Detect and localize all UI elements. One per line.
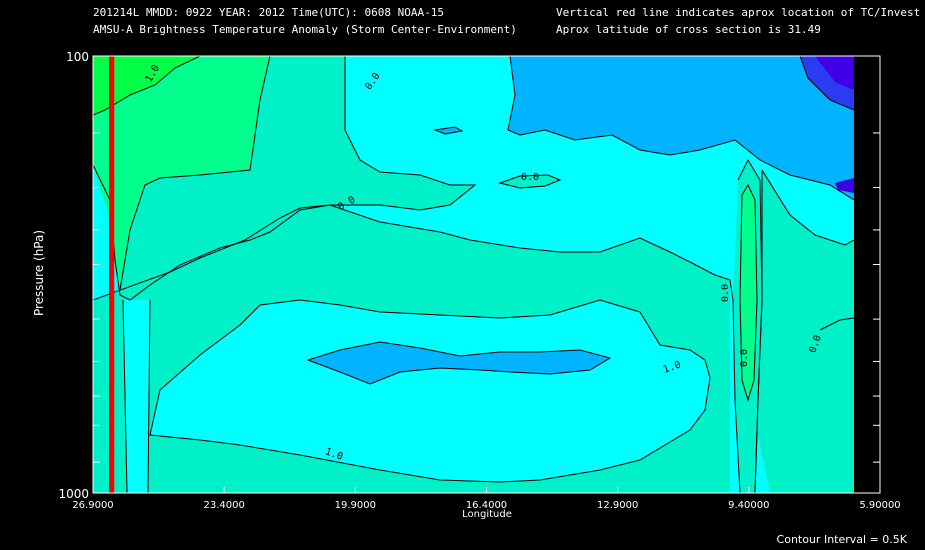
contour-label: 0.0 xyxy=(739,349,750,367)
header-line1-left: 201214L MMDD: 0922 YEAR: 2012 Time(UTC):… xyxy=(93,6,444,19)
contour-line xyxy=(119,56,271,291)
x-tick-label: 19.9000 xyxy=(335,500,376,511)
x-tick-label: 16.4000 xyxy=(466,500,507,511)
anomaly-field-neg0-5-upper xyxy=(508,56,854,200)
anomaly-field-1-0-upper-left xyxy=(93,56,270,290)
contour-line xyxy=(147,299,151,493)
anomaly-field-0-0-center xyxy=(150,300,710,482)
anomaly-field-1-5-upper-left xyxy=(93,56,200,115)
contour-line xyxy=(761,169,854,246)
x-tick-label: 23.4000 xyxy=(203,500,244,511)
contour-line xyxy=(507,56,854,201)
anomaly-field-1-0-column xyxy=(740,185,757,400)
contour-line xyxy=(93,56,477,301)
contour-label: 0.0 xyxy=(521,172,539,183)
contour-label: 0.0 xyxy=(720,284,731,302)
x-tick-label: 26.9000 xyxy=(72,500,113,511)
x-tick-label: 12.9000 xyxy=(597,500,638,511)
missing-data-strip xyxy=(854,56,880,493)
contour-line xyxy=(799,56,854,111)
contour-line xyxy=(93,204,741,493)
contour-line xyxy=(433,126,464,135)
contour-line xyxy=(306,341,612,385)
header-line2-left: AMSU-A Brightness Temperature Anomaly (S… xyxy=(93,23,517,36)
contour-interval-label: Contour Interval = 0.5K xyxy=(776,533,907,546)
anomaly-field-0-0-left-strip xyxy=(123,300,150,493)
x-tick-label: 9.40000 xyxy=(728,500,769,511)
contour-line xyxy=(498,174,562,189)
y-tick-label: 1000 xyxy=(58,487,89,501)
header-line1-right: Vertical red line indicates aprox locati… xyxy=(556,6,921,19)
contour-line xyxy=(122,299,128,493)
x-axis-title: Longitude xyxy=(462,509,512,520)
anomaly-field-0-5-right xyxy=(755,170,854,493)
y-tick-label: 100 xyxy=(66,50,89,64)
anomaly-field-neg1-5-corner xyxy=(815,56,854,90)
x-tick-label: 5.90000 xyxy=(859,500,900,511)
contour-line xyxy=(93,56,201,116)
contour-line xyxy=(819,317,854,331)
anomaly-field-neg1-5-right xyxy=(835,178,854,193)
header-line2-right: Aprox latitude of cross section is 31.49 xyxy=(556,23,821,36)
contour-line xyxy=(739,183,758,402)
contour-line xyxy=(149,299,711,483)
contour-line xyxy=(737,158,763,493)
y-axis-title: Pressure (hPa) xyxy=(32,229,46,317)
